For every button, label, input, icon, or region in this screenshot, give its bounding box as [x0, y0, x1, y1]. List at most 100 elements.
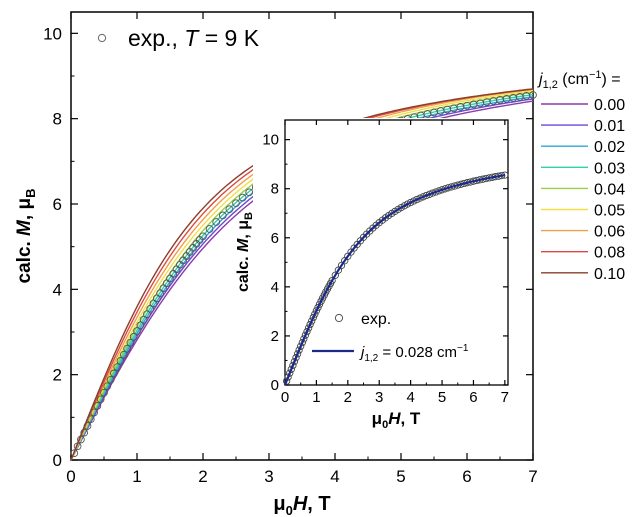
x-tick-label: 5: [396, 467, 405, 486]
legend-label-0.08: 0.08: [594, 245, 625, 262]
inset-experiment-point: [328, 276, 336, 285]
inset-experiment-point: [304, 324, 313, 332]
experiment-point: [113, 363, 122, 371]
experiment-point: [136, 321, 145, 330]
side-legend: j1,2 (cm−1) = 0.000.010.020.030.040.050.…: [537, 69, 625, 283]
inset-experiment-point: [300, 335, 308, 343]
x-tick-label: 6: [469, 389, 477, 406]
inset-legend-fit-label: j1,2 = 0.028 cm−1: [359, 343, 469, 364]
y-tick-label: 2: [53, 366, 62, 385]
x-tick-label: 3: [264, 467, 273, 486]
experiment-point: [129, 332, 138, 341]
legend-exp-label: exp., T = 9 K: [128, 25, 260, 51]
inset-experiment-point: [298, 338, 306, 347]
x-tick-label: 4: [406, 389, 414, 406]
y-tick-label: 6: [53, 195, 62, 214]
x-tick-label: 3: [375, 389, 383, 406]
x-tick-label: 7: [501, 389, 509, 406]
legend-label-0.02: 0.02: [594, 139, 625, 156]
legend-label-0.03: 0.03: [594, 160, 625, 177]
inset-x-ticks: 0 1 2 3 4 5 6 7: [281, 120, 509, 406]
legend-label-0.00: 0.00: [594, 97, 625, 114]
y-tick-label: 4: [53, 280, 62, 299]
experiment-point: [133, 327, 141, 335]
x-tick-label: 5: [438, 389, 446, 406]
inset-experiment-point: [301, 331, 310, 339]
experiment-point: [116, 357, 125, 365]
inset-experiment-point: [289, 361, 297, 370]
legend-label-0.05: 0.05: [594, 203, 625, 220]
experiment-point: [110, 369, 118, 378]
experiment-point: [73, 442, 82, 451]
inset-experiment-point: [309, 313, 317, 322]
inset-experiment-point: [308, 317, 316, 325]
x-tick-label: 2: [344, 389, 352, 406]
experiment-point: [80, 428, 89, 437]
main-y-axis-label: calc. M, μB: [14, 189, 38, 284]
inset-x-axis-label: μ0H, T: [372, 409, 421, 431]
y-tick-label: 0: [271, 377, 279, 394]
experiment-point: [126, 338, 135, 347]
inset-experiment-point: [292, 354, 300, 362]
y-tick-label: 6: [271, 230, 279, 247]
x-tick-label: 2: [198, 467, 207, 486]
legend-label-0.10: 0.10: [594, 266, 625, 283]
inset-fit-line: [283, 174, 506, 386]
inset-experiment-point: [295, 346, 303, 354]
legend-label-0.04: 0.04: [594, 181, 625, 198]
y-tick-label: 0: [53, 451, 62, 470]
inset-experiment-point: [306, 320, 314, 329]
y-tick-label: 10: [43, 24, 62, 43]
inset-background: [253, 118, 511, 392]
side-legend-items: 0.00 0.01 0.02 0.03 0.04 0.05 0.06 0.08 0.10: [541, 97, 625, 283]
experiment-point: [93, 402, 102, 410]
inset-experiment-point: [425, 190, 434, 198]
inset-experiment-point: [293, 350, 302, 358]
inset-experiment-points: [282, 171, 509, 385]
main-x-axis-label: μ0H, T: [273, 493, 330, 517]
x-tick-label: 0: [66, 467, 75, 486]
x-tick-label: 1: [312, 389, 320, 406]
experiment-point: [218, 211, 227, 220]
inset-experiment-point: [290, 357, 299, 366]
experiment-point: [232, 199, 240, 208]
side-legend-title: j1,2 (cm−1) =: [537, 69, 621, 91]
inset-experiment-point: [303, 327, 311, 336]
experiment-point: [139, 315, 148, 324]
inset-experiment-point: [286, 369, 294, 377]
experiment-point: [86, 415, 95, 424]
x-tick-label: 7: [528, 467, 537, 486]
experiment-point: [123, 344, 131, 353]
x-tick-label: 0: [281, 389, 289, 406]
inset-experiment-point: [297, 342, 305, 350]
inset-legend-exp-label: exp.: [361, 311, 391, 328]
inset-experiment-point: [428, 189, 437, 197]
experiment-point: [225, 205, 234, 214]
inset-plot-frame: [284, 119, 509, 386]
experiment-point: [103, 382, 112, 391]
legend-label-0.06: 0.06: [594, 224, 625, 241]
y-tick-label: 8: [271, 181, 279, 198]
y-tick-label: 8: [53, 110, 62, 129]
inset-legend: exp. j1,2 = 0.028 cm−1: [312, 311, 469, 364]
experiment-point: [199, 232, 207, 241]
x-tick-label: 4: [330, 467, 339, 486]
experiment-point: [143, 310, 151, 319]
inset-experiment-point: [413, 195, 421, 204]
y-tick-label: 10: [262, 132, 279, 149]
experiment-point: [100, 388, 108, 397]
experiment-point: [96, 395, 105, 404]
experiment-point: [238, 193, 247, 202]
inset-y-axis-label: calc. M, μB: [235, 212, 255, 292]
y-tick-label: 2: [271, 328, 279, 345]
inset-experiment-point: [282, 377, 291, 385]
inset-y-ticks: 0 2 4 6 8 10: [262, 132, 508, 394]
experiment-point: [205, 225, 214, 233]
x-tick-label: 6: [462, 467, 471, 486]
inset-chart: 0 1 2 3 4 5 6 7 0 2 4 6 8 10 μ0H, T calc. M, μB exp.…: [235, 118, 511, 431]
inset-experiment-point: [422, 191, 430, 200]
x-tick-label: 1: [132, 467, 141, 486]
experiment-point: [529, 91, 537, 99]
legend-label-0.01: 0.01: [594, 118, 625, 135]
